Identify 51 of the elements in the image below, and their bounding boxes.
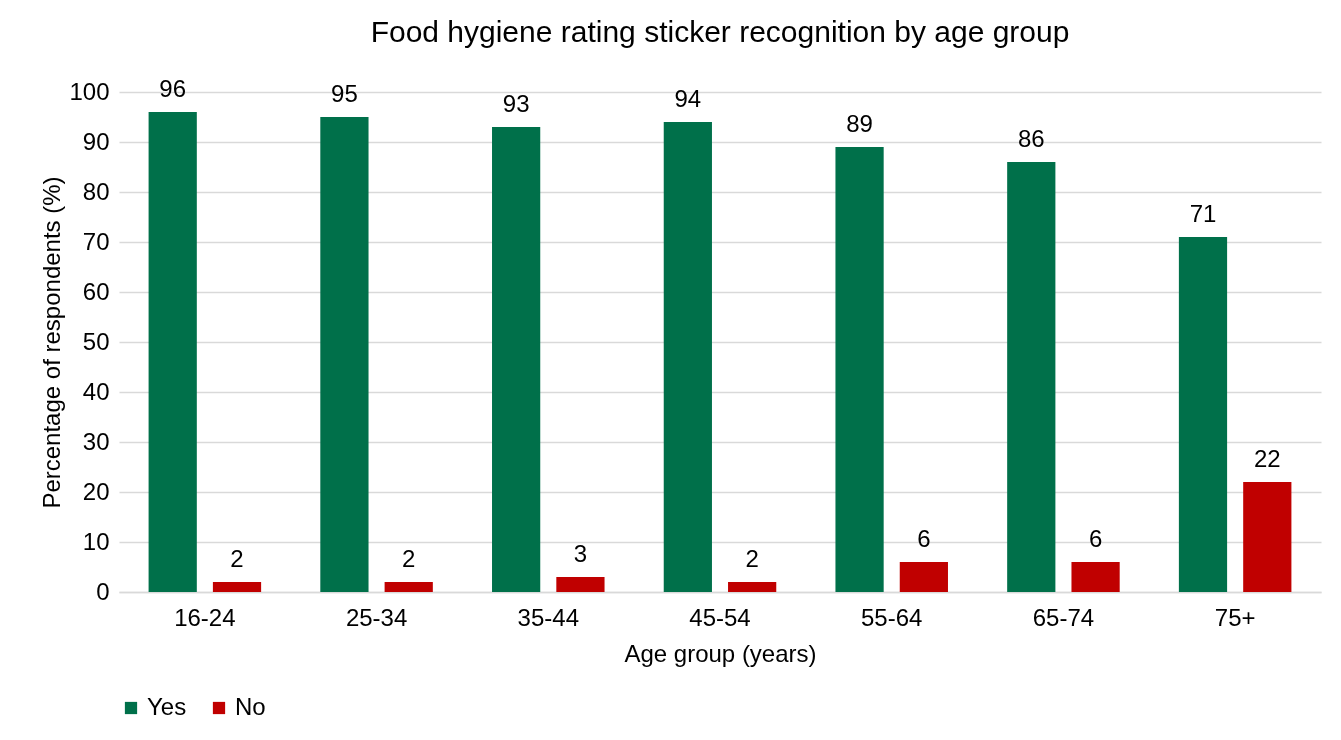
bar [320, 117, 369, 592]
data-label: 93 [502, 90, 530, 117]
data-label: 2 [745, 545, 759, 572]
data-label: 71 [1189, 200, 1217, 227]
data-label: 95 [331, 80, 358, 107]
x-tick-label: 35-44 [517, 603, 579, 631]
data-label: 2 [402, 545, 416, 572]
y-tick-label: 90 [82, 127, 110, 155]
data-label: 2 [230, 545, 244, 572]
y-tick-label: 0 [96, 577, 110, 605]
x-tick-label: 75+ [1214, 603, 1256, 631]
data-label: 22 [1253, 445, 1281, 472]
y-tick-label: 10 [82, 527, 110, 555]
y-tick-label: 50 [82, 327, 110, 355]
legend-label: Yes [147, 693, 187, 720]
y-axis-title: Percentage of respondents (%) [38, 176, 66, 509]
bar [728, 582, 777, 592]
x-axis-title: Age group (years) [624, 639, 817, 667]
data-label: 3 [573, 540, 588, 567]
bar [1007, 162, 1056, 592]
legend-label: No [235, 693, 266, 720]
chart-title: Food hygiene rating sticker recognition by age group [370, 15, 1070, 48]
bar [556, 577, 605, 592]
bar [384, 582, 433, 592]
bar [212, 582, 262, 592]
y-tick-label: 100 [69, 77, 110, 105]
data-label: 6 [917, 525, 931, 552]
bar [1243, 482, 1292, 592]
bar [1178, 237, 1228, 592]
x-tick-label: 16-24 [174, 603, 236, 631]
y-tick-label: 60 [82, 277, 110, 305]
bar [1071, 562, 1120, 592]
data-label: 89 [846, 110, 873, 137]
y-tick-label: 40 [82, 377, 110, 405]
data-label: 6 [1088, 525, 1103, 552]
data-label: 96 [159, 75, 187, 102]
y-tick-label: 20 [82, 477, 110, 505]
x-tick-label: 45-54 [689, 603, 751, 631]
x-tick-label: 65-74 [1032, 603, 1095, 631]
y-tick-label: 70 [82, 227, 110, 255]
bar [663, 122, 712, 592]
x-tick-label: 25-34 [345, 603, 408, 631]
bar [835, 147, 884, 592]
bar [899, 562, 948, 592]
y-tick-label: 30 [82, 427, 110, 455]
x-tick-label: 55-64 [861, 603, 923, 631]
y-tick-label: 80 [82, 177, 110, 205]
data-label: 94 [674, 85, 702, 112]
data-label: 86 [1017, 125, 1045, 152]
bar [148, 112, 197, 592]
bar [492, 127, 541, 592]
